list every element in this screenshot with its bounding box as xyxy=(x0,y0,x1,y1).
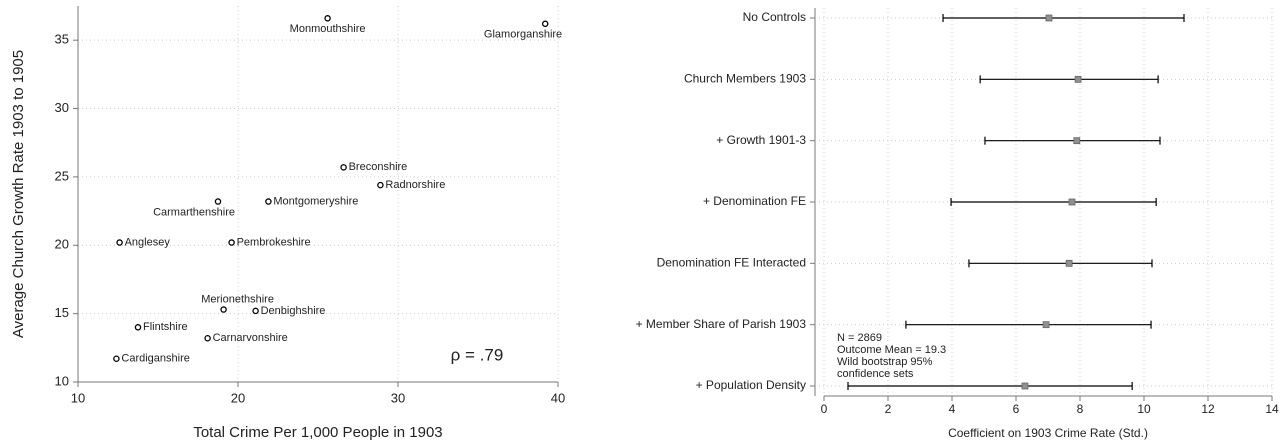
x-tick-label: 14 xyxy=(1265,402,1279,416)
y-tick-label: 20 xyxy=(55,237,69,252)
x-axis-label: Coefficient on 1903 Crime Rate (Std.) xyxy=(948,426,1148,440)
point xyxy=(214,198,222,205)
category-label: No Controls xyxy=(743,10,806,24)
y-tick-label: 10 xyxy=(55,373,69,388)
x-tick-label: 30 xyxy=(391,390,405,405)
point-estimate xyxy=(1045,14,1053,22)
point xyxy=(265,198,272,205)
y-tick-label: 25 xyxy=(55,168,69,183)
point-label: Denbighshire xyxy=(261,305,326,317)
point-label: Anglesey xyxy=(125,236,171,248)
point-label: Montgomeryshire xyxy=(273,195,358,207)
annotation: N = 2869 xyxy=(837,332,882,344)
x-tick-label: 4 xyxy=(949,402,956,416)
point xyxy=(204,334,211,342)
point-label: Breconshire xyxy=(349,161,408,173)
point xyxy=(228,239,235,246)
point-estimate xyxy=(1065,259,1073,267)
annotation: Wild bootstrap 95% xyxy=(837,356,933,368)
point-estimate xyxy=(1074,75,1082,83)
point xyxy=(134,324,142,331)
point xyxy=(541,20,549,28)
x-tick-label: 12 xyxy=(1201,402,1215,416)
category-label: + Growth 1901-3 xyxy=(716,133,806,147)
category-label: + Member Share of Parish 1903 xyxy=(636,317,807,331)
point-label: Carnarvonshire xyxy=(213,332,288,344)
point xyxy=(252,307,259,315)
x-tick-label: 10 xyxy=(71,390,85,405)
point xyxy=(220,306,227,313)
annotation: ρ = .79 xyxy=(451,345,504,364)
x-tick-label: 10 xyxy=(1137,402,1151,416)
annotation: Outcome Mean = 19.3 xyxy=(837,344,946,356)
point-label: Pembrokeshire xyxy=(237,236,311,248)
point-label: Glamorganshire xyxy=(484,29,562,41)
x-tick-label: 6 xyxy=(1013,402,1020,416)
y-axis-label: Average Church Growth Rate 1903 to 1905 xyxy=(10,50,27,338)
point-estimate xyxy=(1042,321,1050,329)
point-estimate xyxy=(1068,198,1076,206)
category-label: + Denomination FE xyxy=(703,194,806,208)
y-tick-label: 15 xyxy=(55,305,69,320)
point-label: Flintshire xyxy=(143,321,188,333)
point-estimate xyxy=(1021,382,1029,390)
point xyxy=(340,164,347,171)
x-tick-label: 40 xyxy=(551,390,565,405)
point-label: Radnorshire xyxy=(385,179,445,191)
x-tick-label: 8 xyxy=(1077,402,1084,416)
x-tick-label: 0 xyxy=(821,402,828,416)
x-axis-label: Total Crime Per 1,000 People in 1903 xyxy=(193,424,442,441)
annotation: confidence sets xyxy=(837,368,914,380)
point-label: Merionethshire xyxy=(201,293,274,305)
point xyxy=(116,239,123,246)
category-label: + Population Density xyxy=(696,378,806,392)
y-tick-label: 35 xyxy=(55,32,69,47)
category-label: Denomination FE Interacted xyxy=(657,256,806,270)
point-label: Carmarthenshire xyxy=(153,206,235,218)
category-label: Church Members 1903 xyxy=(684,72,806,86)
x-tick-label: 2 xyxy=(885,402,892,416)
point-estimate xyxy=(1073,137,1081,145)
x-tick-label: 20 xyxy=(231,390,245,405)
y-tick-label: 30 xyxy=(55,100,69,115)
point xyxy=(113,355,120,363)
point xyxy=(324,15,331,22)
point-label: Cardiganshire xyxy=(121,353,189,365)
point xyxy=(377,181,384,189)
point-label: Monmouthshire xyxy=(290,23,366,35)
